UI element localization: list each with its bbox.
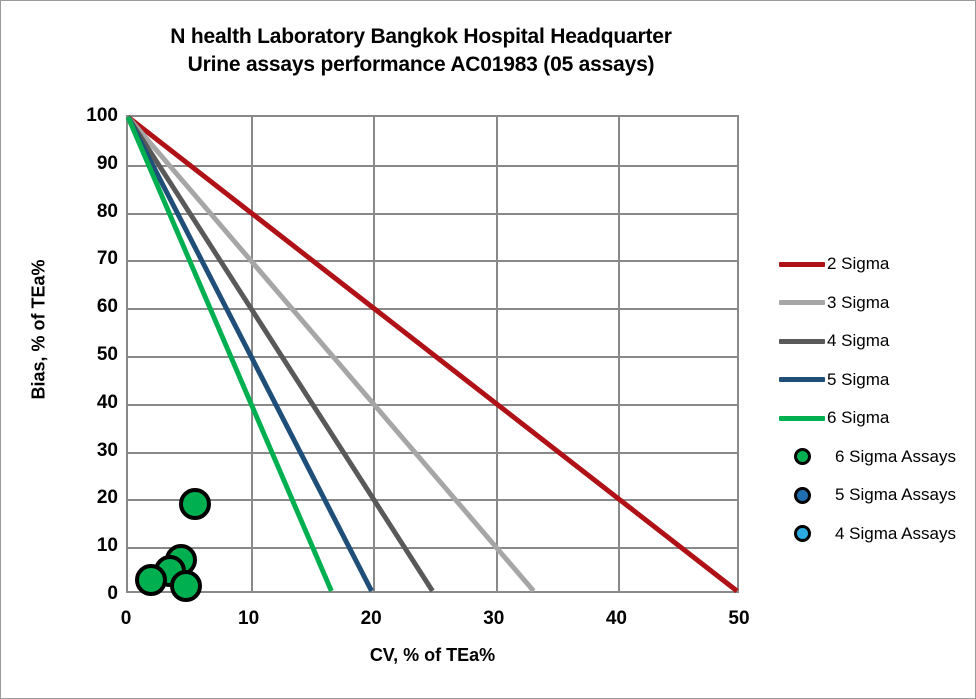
gridline-vertical xyxy=(373,117,376,591)
legend-item-marker[interactable]: 6 Sigma Assays xyxy=(779,438,969,477)
y-axis-tick-label: 30 xyxy=(96,439,118,461)
legend-item-line[interactable]: 3 Sigma xyxy=(779,284,969,323)
y-axis-tick-labels: 0 10 20 30 40 50 60 70 80 90 100 xyxy=(56,106,118,603)
legend-item-label: 4 Sigma xyxy=(827,331,890,351)
data-point-marker[interactable] xyxy=(169,569,202,602)
gridline-horizontal xyxy=(128,308,737,311)
y-axis-tick-label: 50 xyxy=(96,344,118,365)
legend-item-line[interactable]: 4 Sigma xyxy=(779,322,969,361)
x-axis-tick-label: 30 xyxy=(483,608,505,629)
gridline-horizontal xyxy=(128,403,737,406)
x-axis-title: CV, % of TEa% xyxy=(369,645,496,665)
legend-item-line[interactable]: 5 Sigma xyxy=(779,361,969,400)
gridline-horizontal xyxy=(128,499,737,502)
series-line xyxy=(125,116,334,592)
gridline-horizontal xyxy=(128,260,737,263)
legend-line-swatch-icon xyxy=(779,377,825,383)
legend-item-label: 2 Sigma xyxy=(827,254,890,274)
legend-marker-wrap xyxy=(779,486,825,504)
y-axis-tick-label: 100 xyxy=(86,105,118,126)
y-axis-tick-label: 20 xyxy=(96,487,118,509)
data-point-marker[interactable] xyxy=(179,488,212,521)
legend-marker-wrap xyxy=(779,525,825,543)
series-line xyxy=(126,115,739,593)
y-axis-tick-label: 40 xyxy=(96,391,118,413)
gridline-vertical xyxy=(618,117,621,591)
legend-item-line[interactable]: 6 Sigma xyxy=(779,399,969,438)
series-line xyxy=(125,115,374,593)
series-lines xyxy=(125,115,739,593)
y-axis-tick-label: 80 xyxy=(96,200,118,222)
x-axis-tick-label: 20 xyxy=(360,608,382,629)
legend-item-label: 3 Sigma xyxy=(827,292,890,312)
legend-circle-marker-icon xyxy=(793,486,811,504)
legend-item-label: 6 Sigma Assays xyxy=(835,446,956,466)
gridline-horizontal xyxy=(128,164,737,167)
y-axis-title: Bias, % of TEa% xyxy=(28,259,49,400)
legend-circle-marker-icon xyxy=(793,525,811,543)
legend-item-label: 6 Sigma xyxy=(827,408,890,428)
y-axis-tick-label: 90 xyxy=(96,152,118,174)
gridline-vertical xyxy=(495,117,498,591)
y-axis-tick-label: 60 xyxy=(96,296,118,318)
gridline-horizontal xyxy=(128,547,737,550)
legend-marker-wrap xyxy=(779,448,825,466)
x-axis-tick-label: 0 xyxy=(120,608,132,629)
y-axis-tick-label: 0 xyxy=(107,583,118,604)
legend-circle-marker-icon xyxy=(793,448,811,466)
gridline-horizontal xyxy=(128,451,737,454)
legend-line-swatch-icon xyxy=(779,338,825,344)
chart-legend: 2 Sigma 3 Sigma 4 Sigma 5 Sigma 6 Sigma 6 Sig… xyxy=(779,245,969,553)
legend-item-line[interactable]: 2 Sigma xyxy=(779,245,969,284)
legend-line-swatch-icon xyxy=(779,261,825,267)
legend-item-label: 5 Sigma xyxy=(827,369,890,389)
legend-item-marker[interactable]: 4 Sigma Assays xyxy=(779,515,969,554)
legend-item-marker[interactable]: 5 Sigma Assays xyxy=(779,476,969,515)
x-axis-tick-label: 40 xyxy=(605,608,627,629)
chart-title-line-2: Urine assays performance AC01983 (05 ass… xyxy=(187,53,655,76)
gridline-horizontal xyxy=(128,212,737,215)
data-point-marker[interactable] xyxy=(135,564,168,597)
legend-line-swatch-icon xyxy=(779,300,825,306)
legend-line-swatch-icon xyxy=(779,415,825,421)
chart-title-line-1: N health Laboratory Bangkok Hospital Hea… xyxy=(170,25,672,48)
y-axis-tick-label: 70 xyxy=(96,248,118,270)
plot-area xyxy=(125,115,739,602)
series-line xyxy=(126,115,536,593)
y-axis-tick-label: 10 xyxy=(96,535,118,557)
x-axis-tick-label: 50 xyxy=(728,608,750,629)
legend-item-label: 5 Sigma Assays xyxy=(835,485,956,505)
legend-item-label: 4 Sigma Assays xyxy=(835,523,956,543)
x-axis-tick-labels: 0 10 20 30 40 50 xyxy=(121,608,750,635)
x-axis-tick-label: 10 xyxy=(238,608,260,629)
chart-title: N health Laboratory Bangkok Hospital Hea… xyxy=(81,23,761,79)
series-line xyxy=(125,115,435,593)
